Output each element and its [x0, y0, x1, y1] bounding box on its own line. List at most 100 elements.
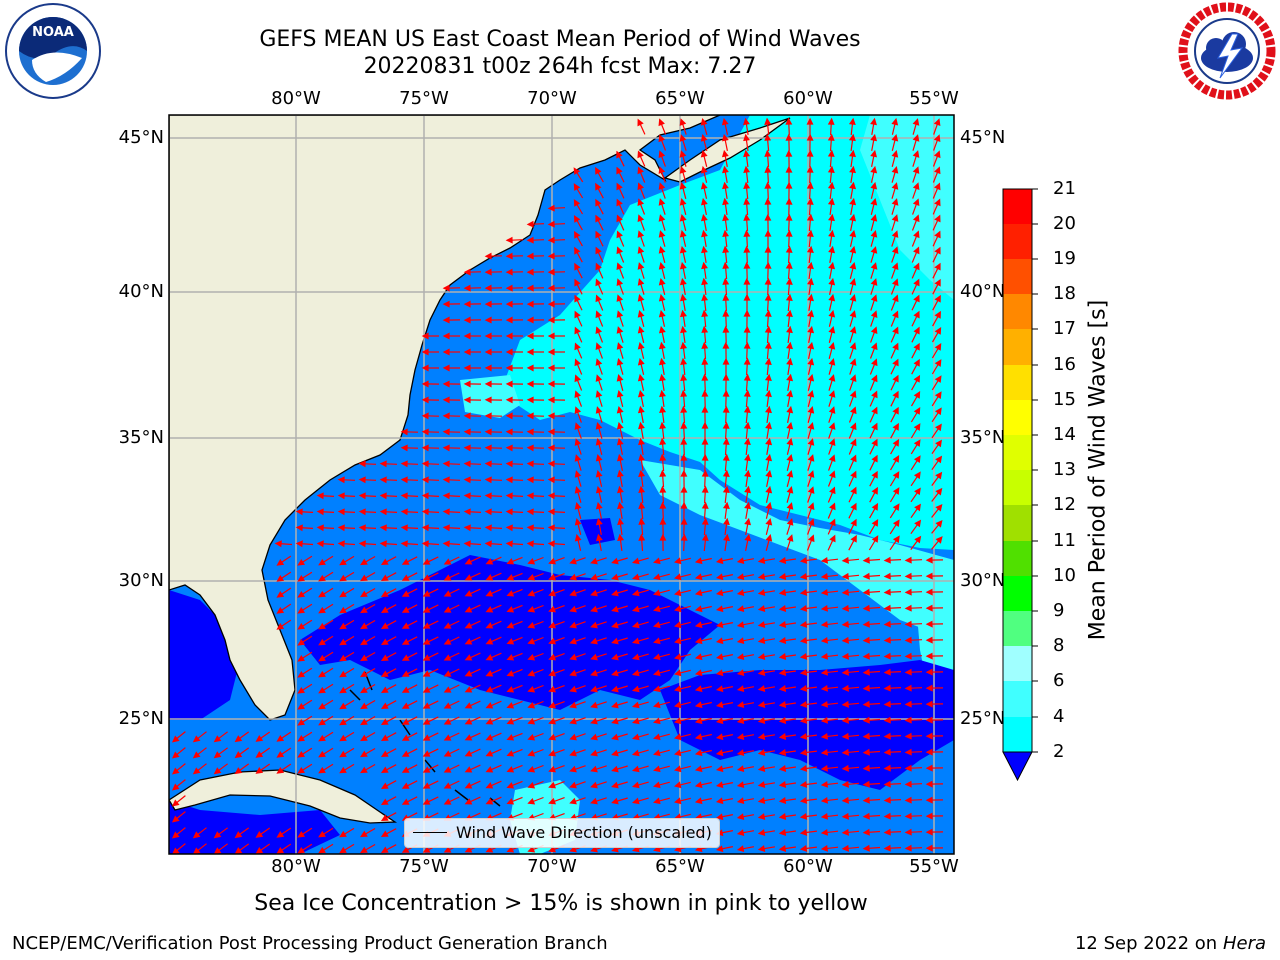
wind-arrow-head [694, 557, 703, 565]
wind-arrow-head [715, 749, 724, 757]
wind-arrow-head [547, 332, 555, 340]
wind-arrow-head [829, 486, 836, 495]
wind-arrow-head [849, 342, 857, 350]
wind-arrow-head [527, 797, 536, 805]
wind-arrow-head [933, 134, 941, 142]
wind-arrow-head [912, 214, 920, 223]
wind-arrow-head [380, 702, 389, 709]
wind-arrow-head [339, 638, 347, 646]
wind-arrow-head [318, 702, 326, 710]
wind-arrow-head [785, 117, 793, 125]
wind-arrow-head [527, 589, 536, 597]
wind-arrow-head [820, 812, 829, 820]
wind-arrow-head [318, 606, 326, 614]
wind-arrow-head [891, 262, 899, 270]
wind-arrow-head [463, 332, 471, 340]
wind-arrow-head [484, 268, 492, 276]
wind-arrow-head [744, 517, 752, 526]
wind-arrow-head [757, 813, 766, 820]
wind-arrow-head [785, 309, 793, 318]
wind-arrow-head [484, 460, 492, 468]
wind-arrow-head [652, 717, 661, 725]
ocean-period-2-4 [580, 518, 615, 545]
wind-arrow-head [318, 638, 326, 646]
wind-arrow-head [892, 374, 899, 383]
wind-arrow-head [935, 423, 942, 432]
wind-arrow-head [527, 669, 536, 677]
wind-arrow-head [722, 405, 730, 413]
wind-arrow-head [904, 668, 912, 676]
wind-arrow-head [527, 765, 536, 773]
wind-arrow-head [799, 636, 808, 644]
wind-arrow-head [485, 750, 494, 757]
wind-arrow-head [637, 214, 645, 222]
wind-arrow-head [700, 118, 708, 126]
wind-arrow-head [506, 702, 515, 709]
wind-arrow-head [548, 685, 556, 693]
wind-arrow-head [526, 396, 534, 404]
wind-arrow-head [807, 470, 815, 478]
wind-arrow-head [637, 325, 645, 334]
wind-arrow-head [862, 668, 870, 676]
wind-arrow-head [339, 750, 347, 758]
wind-arrow-head [871, 406, 878, 415]
wind-arrow-head [871, 486, 878, 495]
wind-arrow-head [841, 780, 849, 788]
wind-arrow-head [595, 374, 603, 382]
wind-arrow-head [883, 620, 891, 628]
lon-label-bottom: 75°W [399, 856, 449, 877]
wind-arrow-head [505, 332, 513, 340]
wind-arrow-head [380, 574, 389, 581]
wind-arrow-head [914, 535, 922, 544]
wind-arrow-head [506, 782, 515, 789]
wind-arrow-head [484, 396, 492, 404]
wind-arrow-head [611, 733, 619, 741]
wind-arrow-head [841, 700, 849, 708]
wind-arrow-head [527, 781, 536, 789]
wind-arrow-head [547, 364, 555, 372]
wind-arrow-head [422, 606, 431, 613]
wind-arrow-head [464, 686, 473, 693]
wind-arrow-head [506, 654, 515, 661]
wind-arrow-head [828, 293, 836, 302]
wind-arrow-head [862, 604, 870, 612]
wind-arrow-head [925, 764, 933, 772]
wind-arrow-head [616, 166, 623, 175]
wind-arrow-head [526, 428, 534, 436]
wind-arrow-head [637, 342, 645, 350]
wind-arrow-head [443, 846, 452, 853]
wind-arrow-head [401, 590, 410, 597]
wind-arrow-head [569, 845, 577, 853]
wind-arrow-head [786, 373, 794, 382]
wind-arrow-head [506, 686, 515, 693]
wind-arrow-head [828, 406, 836, 414]
wind-arrow-head [192, 751, 201, 759]
wind-arrow-head [485, 638, 494, 645]
wind-arrow-head [778, 845, 787, 852]
wind-arrow-head [674, 589, 682, 597]
wind-arrow-head [806, 197, 814, 205]
wind-arrow-head [715, 573, 724, 581]
wind-arrow-head [778, 621, 787, 628]
wind-arrow-head [652, 605, 661, 613]
wind-arrow-head [912, 166, 920, 174]
wind-arrow-head [862, 700, 870, 708]
wind-arrow-head [547, 396, 555, 404]
wind-arrow-head [638, 517, 646, 525]
wind-arrow-head [590, 605, 598, 613]
ocean-period-6-8 [640, 460, 954, 640]
wind-arrow-head [736, 685, 745, 693]
wind-arrow-head [569, 557, 577, 565]
wind-arrow-head [274, 540, 282, 548]
wind-arrow-head [883, 812, 891, 820]
wind-arrow-head [360, 590, 368, 598]
lat-label-left: 40°N [118, 281, 164, 302]
ocean-period-4-6 [505, 115, 954, 550]
wind-arrow-head [611, 605, 619, 613]
wind-arrow-head [380, 654, 389, 661]
wind-arrow-head [255, 751, 264, 758]
wind-arrow-head [904, 588, 912, 596]
lon-label-top: 60°W [783, 88, 833, 109]
wind-arrow-head [617, 485, 624, 494]
wind-arrow-head [659, 357, 666, 366]
